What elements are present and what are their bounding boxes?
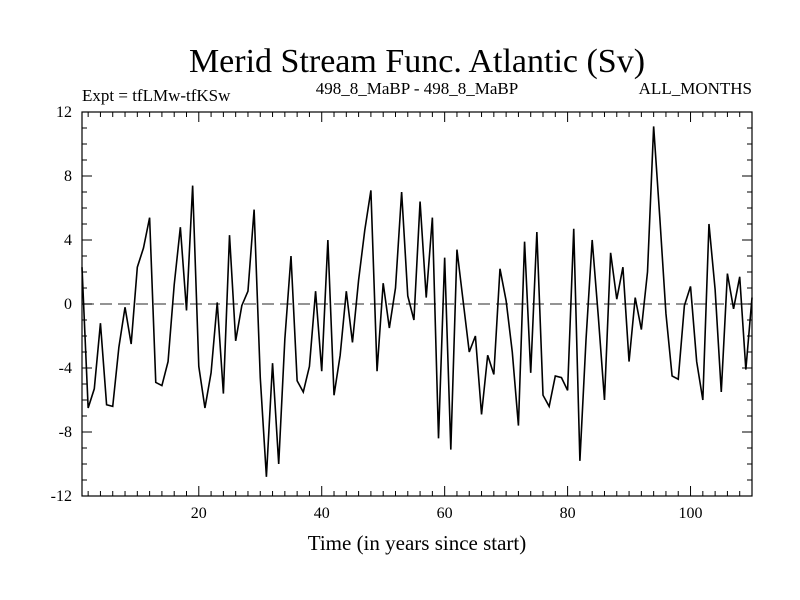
y-tick-label: -12: [51, 488, 72, 505]
chart-title: Merid Stream Func. Atlantic (Sv): [189, 43, 645, 80]
y-tick-label: 8: [64, 168, 72, 185]
x-tick-label: 20: [191, 505, 207, 522]
x-tick-label: 40: [314, 505, 330, 522]
x-tick-label: 80: [560, 505, 576, 522]
period-label: 498_8_MaBP - 498_8_MaBP: [316, 79, 518, 98]
x-tick-label: 60: [437, 505, 453, 522]
y-tick-label: -4: [59, 360, 72, 377]
x-axis-label: Time (in years since start): [308, 531, 527, 555]
x-tick-label: 100: [679, 505, 703, 522]
y-tick-label: 12: [56, 104, 72, 121]
y-tick-label: -8: [59, 424, 72, 441]
experiment-label: Expt = tfLMw-tfKSw: [82, 86, 231, 105]
y-tick-label: 4: [64, 232, 72, 249]
months-label: ALL_MONTHS: [639, 79, 752, 98]
series-line-0: [81, 126, 753, 477]
y-tick-label: 0: [64, 296, 72, 313]
